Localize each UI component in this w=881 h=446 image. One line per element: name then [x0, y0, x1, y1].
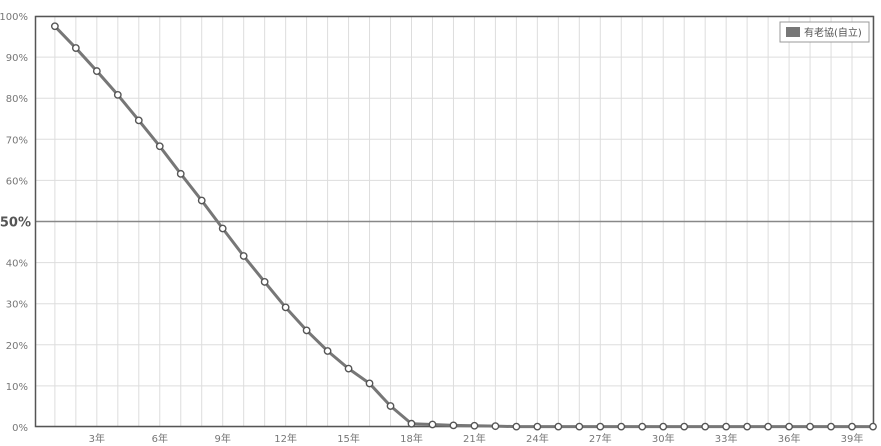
data-point-3[interactable]: [92, 67, 101, 75]
data-point-29[interactable]: [638, 422, 647, 431]
x-tick-label-12: 12年: [274, 432, 297, 445]
y-tick-label-80: 80%: [6, 94, 28, 105]
series-layer: [50, 22, 877, 431]
data-point-30[interactable]: [659, 422, 668, 431]
data-point-13[interactable]: [302, 326, 311, 335]
data-point-36[interactable]: [785, 422, 793, 431]
data-point-38[interactable]: [827, 422, 835, 431]
x-tick-label-36: 36年: [778, 432, 801, 445]
x-tick-label-27: 27年: [589, 432, 612, 445]
y-tick-label-100: 100%: [0, 12, 28, 23]
data-point-7[interactable]: [176, 169, 185, 178]
y-tick-label-70: 70%: [6, 135, 28, 146]
data-point-1[interactable]: [50, 22, 59, 31]
data-point-16[interactable]: [365, 379, 374, 388]
x-tick-label-21: 21年: [463, 432, 486, 445]
x-tick-label-15: 15年: [337, 432, 360, 445]
data-point-34[interactable]: [743, 422, 752, 431]
data-point-25[interactable]: [554, 422, 563, 431]
data-point-10[interactable]: [239, 252, 248, 260]
x-axis-tick-labels: 3年 6年 9年 12年 15年 18年 21年 24年 27年 30年 33年 36年 39年: [89, 432, 864, 445]
y-tick-label-30: 30%: [6, 300, 28, 311]
x-tick-label-9: 9年: [215, 432, 231, 445]
x-tick-label-18: 18年: [400, 432, 423, 445]
y-tick-label-90: 90%: [6, 53, 28, 64]
data-point-39[interactable]: [848, 422, 856, 431]
y-tick-label-10: 10%: [6, 382, 28, 393]
data-point-37[interactable]: [806, 422, 814, 431]
x-tick-label-33: 33年: [715, 432, 738, 445]
data-point-26[interactable]: [575, 422, 584, 431]
data-point-14[interactable]: [323, 347, 332, 355]
data-point-5[interactable]: [134, 116, 143, 125]
series-line-0: [53, 25, 873, 429]
data-point-31[interactable]: [680, 422, 689, 431]
data-point-12[interactable]: [281, 303, 290, 312]
data-point-4[interactable]: [113, 91, 122, 99]
data-point-17[interactable]: [386, 402, 395, 410]
legend-box: [779, 21, 870, 43]
data-point-35[interactable]: [764, 422, 773, 431]
data-point-8[interactable]: [197, 196, 206, 205]
data-point-15[interactable]: [344, 364, 353, 373]
data-point-11[interactable]: [260, 278, 269, 286]
data-point-33[interactable]: [722, 422, 731, 431]
y-axis-tick-labels: 0% 10% 20% 30% 40% 50% 60% 70% 80% 90% 100%: [0, 12, 31, 434]
data-point-9[interactable]: [218, 224, 227, 233]
data-point-2[interactable]: [71, 44, 80, 52]
data-point-27[interactable]: [596, 422, 605, 431]
data-point-21[interactable]: [470, 421, 479, 430]
legend-label: 有老協(自立): [804, 26, 862, 39]
data-point-22[interactable]: [491, 422, 500, 431]
data-point-40[interactable]: [869, 422, 877, 431]
data-point-28[interactable]: [617, 422, 626, 431]
x-tick-label-39: 39年: [841, 432, 864, 445]
data-point-20[interactable]: [449, 421, 458, 430]
data-point-6[interactable]: [155, 142, 164, 151]
legend-swatch: [786, 27, 800, 37]
data-point-19[interactable]: [428, 420, 437, 429]
x-tick-label-30: 30年: [652, 432, 675, 445]
y-tick-label-20: 20%: [6, 341, 28, 352]
x-tick-label-3: 3年: [89, 432, 105, 445]
data-point-32[interactable]: [701, 422, 710, 431]
y-tick-label-0: 0%: [12, 423, 28, 434]
x-tick-label-24: 24年: [526, 432, 549, 445]
legend[interactable]: 有老協(自立): [779, 21, 870, 43]
y-tick-label-40: 40%: [6, 259, 28, 270]
x-tick-label-6: 6年: [152, 432, 168, 445]
data-point-23[interactable]: [512, 422, 521, 431]
data-point-24[interactable]: [533, 422, 542, 431]
data-point-18[interactable]: [407, 419, 416, 428]
y-tick-label-60: 60%: [6, 176, 28, 187]
y-tick-label-50: 50%: [0, 216, 31, 231]
